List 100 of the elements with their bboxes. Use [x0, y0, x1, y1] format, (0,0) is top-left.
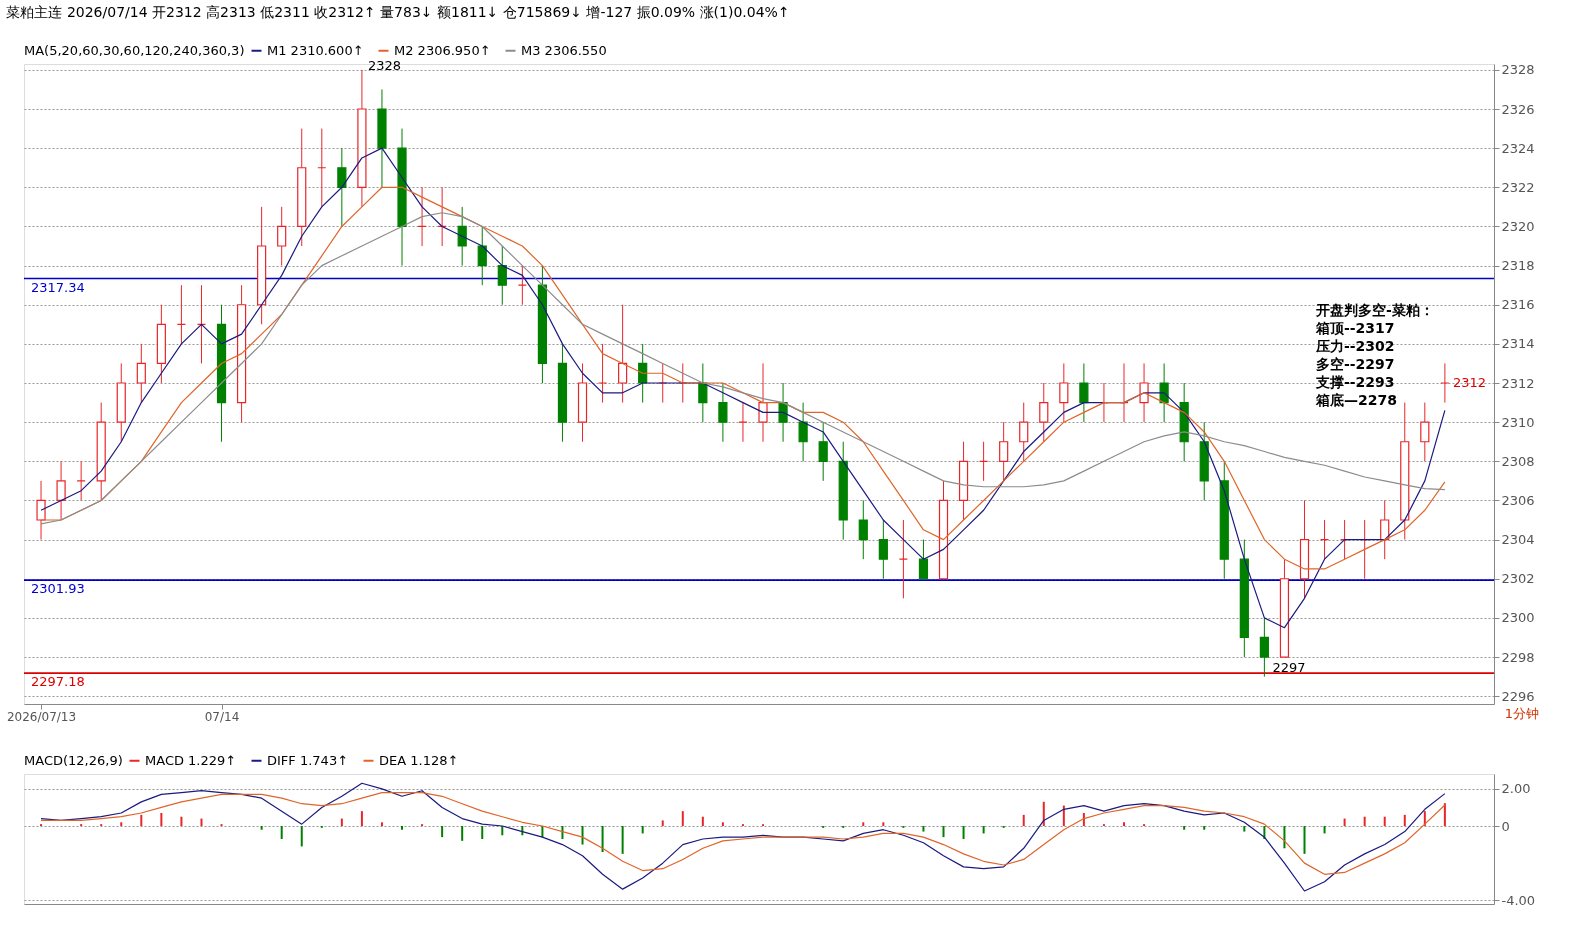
- y-tick-label: 2.00: [1501, 781, 1531, 797]
- candlestick: [1019, 402, 1029, 462]
- bar: [561, 826, 564, 839]
- bar: [1243, 826, 1246, 832]
- bar: [1203, 826, 1206, 830]
- y-tick-label: 2328: [1501, 62, 1535, 78]
- bar: [661, 820, 664, 826]
- annotation: 多空--2297: [1316, 356, 1395, 372]
- text: 1分钟: [1504, 706, 1539, 721]
- bar: [401, 826, 404, 830]
- bar: [1443, 803, 1446, 826]
- candlestick: [1139, 362, 1149, 423]
- line-series: [40, 791, 1446, 875]
- candlestick: [337, 147, 347, 227]
- bar: [1343, 818, 1346, 826]
- bar: [1123, 822, 1125, 826]
- chart-title: 菜粕主连 2026/07/14 开2312 高2313 低2311 收2312↑ 量783↓ 额1811↓ 仓715869↓ 增-127 振0.09% 涨(1)0.04%↑: [6, 4, 790, 20]
- y-tick-label: 2304: [1501, 532, 1535, 548]
- bar: [340, 818, 343, 826]
- candlestick: [1420, 402, 1430, 462]
- y-tick-label: 2322: [1501, 179, 1535, 195]
- bar: [681, 811, 684, 826]
- bar: [1022, 814, 1025, 826]
- candlestick: [1039, 382, 1049, 443]
- bar: [1383, 816, 1386, 826]
- bar: [721, 822, 724, 826]
- candlestick: [858, 499, 868, 560]
- bar: [1423, 811, 1426, 826]
- annotation: 2312: [1452, 375, 1486, 391]
- candlestick: [778, 382, 788, 443]
- line-series: [40, 782, 1446, 892]
- candlestick: [918, 539, 929, 580]
- ref-line-label: 2317.34: [31, 279, 85, 295]
- y-tick-label: 2314: [1501, 336, 1535, 352]
- bar: [280, 826, 283, 839]
- candlestick: [999, 421, 1009, 482]
- bar: [862, 822, 865, 826]
- bar: [1403, 814, 1406, 826]
- bar: [601, 826, 604, 852]
- legend-label: DEA 1.128↑: [379, 752, 459, 768]
- bar: [461, 826, 464, 841]
- bar: [882, 822, 885, 826]
- bar: [1363, 816, 1366, 826]
- y-tick-label: 0: [1501, 818, 1510, 834]
- y-tick-label: 2298: [1501, 649, 1535, 665]
- legend-title: MACD(12,26,9): [24, 753, 123, 768]
- candlestick: [718, 382, 728, 443]
- bar: [481, 826, 484, 839]
- ref-line-label: 2297.18: [31, 674, 85, 690]
- y-tick-label: 2306: [1501, 492, 1535, 508]
- bar: [701, 816, 704, 826]
- bar: [360, 811, 363, 826]
- candlestick: [798, 402, 808, 462]
- y-tick-label: 2296: [1501, 688, 1535, 704]
- candlestick: [818, 421, 828, 482]
- legend-label: M3 2306.550: [521, 42, 607, 58]
- y-tick-label: 2302: [1501, 571, 1535, 587]
- legend-label: M1 2310.600↑: [267, 42, 364, 58]
- candlestick: [618, 304, 628, 404]
- y-tick-label: 2318: [1501, 258, 1535, 274]
- x-tick-label: 2026/07/13: [6, 709, 77, 724]
- annotation: 2297: [1272, 659, 1306, 675]
- candlestick: [758, 362, 768, 443]
- legend-title: MA(5,20,60,30,60,120,240,360,3): [24, 43, 245, 58]
- bar: [441, 826, 444, 838]
- bar: [1323, 826, 1326, 834]
- y-tick-label: 2324: [1501, 140, 1535, 156]
- annotation: 2328: [367, 57, 402, 73]
- ref-line-label: 2301.93: [31, 581, 85, 597]
- candlestick: [36, 480, 46, 541]
- bar: [982, 826, 985, 834]
- bar: [140, 814, 143, 826]
- bar: [581, 826, 584, 845]
- candlestick: [1159, 362, 1169, 423]
- bar: [260, 826, 263, 830]
- legend-label: MACD 1.229↑: [145, 752, 237, 768]
- y-tick-label: 2310: [1501, 414, 1535, 430]
- legend-label: M2 2306.950↑: [394, 42, 491, 58]
- bar: [380, 822, 383, 826]
- bar: [1183, 826, 1186, 830]
- bar: [120, 822, 123, 826]
- y-tick-label: -4.00: [1501, 892, 1536, 908]
- y-tick-label: 2308: [1501, 453, 1535, 469]
- candlestick: [56, 460, 66, 521]
- candlestick: [1380, 499, 1390, 560]
- bar: [1062, 805, 1065, 826]
- y-tick-label: 2326: [1501, 101, 1535, 117]
- bar: [922, 826, 925, 832]
- annotation: 开盘判多空-菜粕：: [1315, 302, 1434, 318]
- bar: [200, 818, 203, 826]
- y-tick-label: 2316: [1501, 297, 1535, 313]
- candlestick: [477, 225, 487, 286]
- bar: [160, 813, 163, 826]
- y-tick-label: 2300: [1501, 610, 1535, 626]
- bar: [962, 826, 965, 839]
- bar: [180, 816, 183, 826]
- annotation: 压力--2302: [1315, 338, 1395, 354]
- candlestick: [1259, 617, 1269, 678]
- candlestick: [878, 519, 888, 580]
- y-tick-label: 2320: [1501, 218, 1535, 234]
